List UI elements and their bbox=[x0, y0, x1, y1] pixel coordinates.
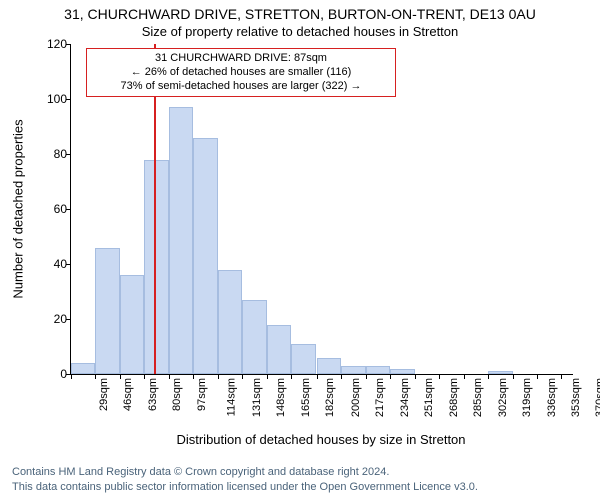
x-tick-mark bbox=[537, 374, 538, 379]
x-tick-label: 80sqm bbox=[171, 378, 183, 411]
plot-area: 02040608010012029sqm46sqm63sqm80sqm97sqm… bbox=[70, 44, 573, 375]
legend-box: 31 CHURCHWARD DRIVE: 87sqm← 26% of detac… bbox=[86, 48, 396, 97]
y-tick-label: 80 bbox=[33, 147, 67, 161]
histogram-bar bbox=[95, 248, 119, 375]
histogram-bar bbox=[366, 366, 390, 374]
x-tick-label: 268sqm bbox=[448, 378, 460, 417]
histogram-bar bbox=[267, 325, 291, 375]
x-tick-label: 200sqm bbox=[350, 378, 362, 417]
x-tick-label: 46sqm bbox=[122, 378, 134, 411]
x-tick-label: 182sqm bbox=[324, 378, 336, 417]
x-tick-label: 285sqm bbox=[472, 378, 484, 417]
x-tick-label: 319sqm bbox=[521, 378, 533, 417]
x-tick-label: 251sqm bbox=[423, 378, 435, 417]
y-tick-label: 120 bbox=[33, 37, 67, 51]
x-tick-label: 353sqm bbox=[570, 378, 582, 417]
histogram-bar bbox=[242, 300, 266, 374]
x-tick-mark bbox=[415, 374, 416, 379]
y-tick-label: 40 bbox=[33, 257, 67, 271]
x-tick-mark bbox=[144, 374, 145, 379]
histogram-bar bbox=[291, 344, 315, 374]
x-tick-mark bbox=[341, 374, 342, 379]
histogram-bar bbox=[120, 275, 144, 374]
x-tick-label: 165sqm bbox=[300, 378, 312, 417]
histogram-bar bbox=[390, 369, 414, 375]
legend-line: 31 CHURCHWARD DRIVE: 87sqm bbox=[93, 52, 389, 66]
x-tick-mark bbox=[291, 374, 292, 379]
x-tick-mark bbox=[513, 374, 514, 379]
x-tick-mark bbox=[169, 374, 170, 379]
y-tick-label: 0 bbox=[33, 367, 67, 381]
y-tick-label: 20 bbox=[33, 312, 67, 326]
x-tick-label: 29sqm bbox=[98, 378, 110, 411]
x-axis-label: Distribution of detached houses by size … bbox=[70, 432, 572, 447]
histogram-bar bbox=[218, 270, 242, 375]
x-tick-label: 97sqm bbox=[196, 378, 208, 411]
legend-line: 73% of semi-detached houses are larger (… bbox=[93, 80, 389, 94]
histogram-bar bbox=[317, 358, 341, 375]
x-tick-label: 370sqm bbox=[595, 378, 600, 417]
histogram-bar bbox=[341, 366, 365, 374]
y-axis-label: Number of detached properties bbox=[11, 119, 26, 298]
x-tick-mark bbox=[242, 374, 243, 379]
histogram-bar bbox=[144, 160, 168, 375]
footer-attribution: Contains HM Land Registry data © Crown c… bbox=[12, 465, 588, 494]
x-tick-mark bbox=[439, 374, 440, 379]
x-tick-label: 336sqm bbox=[546, 378, 558, 417]
x-tick-mark bbox=[120, 374, 121, 379]
x-tick-mark bbox=[561, 374, 562, 379]
x-tick-mark bbox=[390, 374, 391, 379]
histogram-bar bbox=[71, 363, 95, 374]
footer-line-1: Contains HM Land Registry data © Crown c… bbox=[12, 465, 588, 479]
x-tick-mark bbox=[464, 374, 465, 379]
y-tick-label: 60 bbox=[33, 202, 67, 216]
chart-title-main: 31, CHURCHWARD DRIVE, STRETTON, BURTON-O… bbox=[0, 6, 600, 22]
histogram-bar bbox=[169, 107, 193, 374]
x-tick-mark bbox=[488, 374, 489, 379]
x-tick-label: 114sqm bbox=[226, 378, 238, 416]
x-tick-label: 234sqm bbox=[399, 378, 411, 417]
y-tick-label: 100 bbox=[33, 92, 67, 106]
chart-container: 31, CHURCHWARD DRIVE, STRETTON, BURTON-O… bbox=[0, 0, 600, 500]
x-tick-mark bbox=[267, 374, 268, 379]
x-tick-mark bbox=[71, 374, 72, 379]
x-tick-mark bbox=[95, 374, 96, 379]
footer-line-2: This data contains public sector informa… bbox=[12, 480, 588, 494]
legend-line: ← 26% of detached houses are smaller (11… bbox=[93, 66, 389, 80]
x-tick-mark bbox=[366, 374, 367, 379]
x-tick-label: 148sqm bbox=[275, 378, 287, 417]
x-tick-mark bbox=[218, 374, 219, 379]
x-tick-label: 302sqm bbox=[497, 378, 509, 417]
chart-title-sub: Size of property relative to detached ho… bbox=[0, 24, 600, 39]
x-tick-label: 131sqm bbox=[251, 378, 263, 417]
histogram-bar bbox=[488, 371, 512, 374]
histogram-bar bbox=[193, 138, 217, 375]
x-tick-label: 63sqm bbox=[147, 378, 159, 411]
x-tick-label: 217sqm bbox=[375, 378, 387, 417]
x-tick-mark bbox=[317, 374, 318, 379]
x-tick-mark bbox=[193, 374, 194, 379]
